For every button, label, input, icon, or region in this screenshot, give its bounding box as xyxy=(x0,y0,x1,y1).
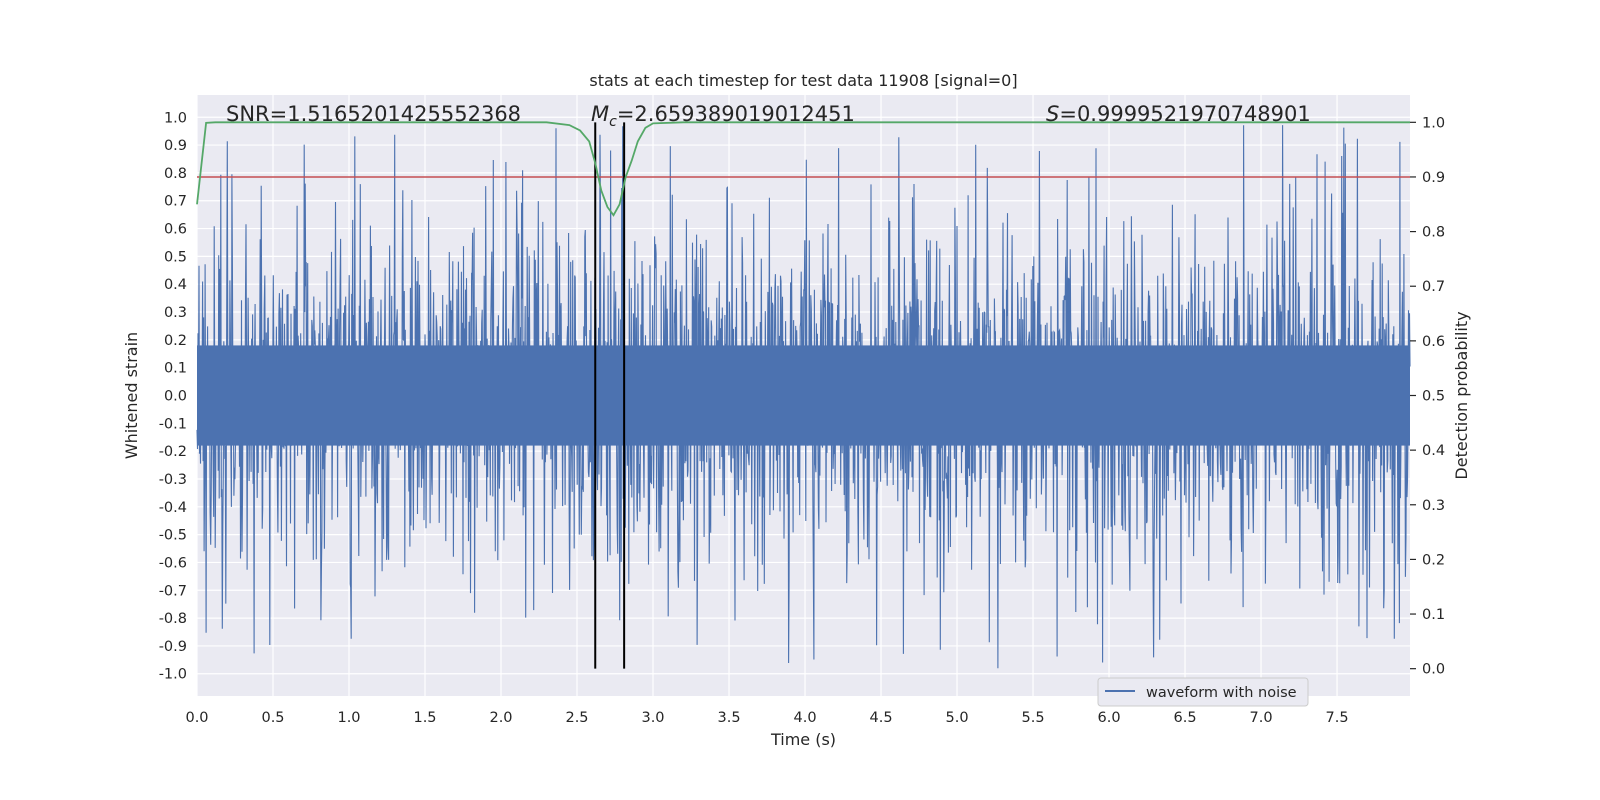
y-left-tick-label: 0.6 xyxy=(164,222,187,238)
y-left-tick-label: -0.8 xyxy=(159,611,187,627)
overlay xyxy=(196,121,1410,669)
x-tick-label: 1.5 xyxy=(413,710,436,726)
legend-label-waveform: waveform with noise xyxy=(1146,685,1297,701)
y-left-tick-label: -0.2 xyxy=(159,444,187,460)
s-symbol: S xyxy=(1046,102,1059,126)
x-tick-label: 4.0 xyxy=(793,710,816,726)
x-tick-label: 5.0 xyxy=(945,710,968,726)
chirp-mass-subscript: c xyxy=(609,114,617,130)
y-right-tick-label: 0.2 xyxy=(1422,552,1445,568)
y-left-tick-label: -0.4 xyxy=(159,500,187,516)
y-left-tick-label: 0.9 xyxy=(164,138,187,154)
y-left-tick-label: 0.2 xyxy=(164,333,187,349)
x-tick-label: 7.5 xyxy=(1326,710,1349,726)
x-tick-label: 2.5 xyxy=(565,710,588,726)
y-right-tick-label: 0.7 xyxy=(1422,279,1445,295)
x-tick-label: 6.5 xyxy=(1174,710,1197,726)
probability-line xyxy=(196,121,1410,217)
y-left-tick-label: 0.8 xyxy=(164,166,187,182)
legend-box xyxy=(1097,677,1309,707)
y-axis-left-label: Whitened strain xyxy=(122,332,141,459)
chirp-mass-annotation: Mc=2.659389019012451 xyxy=(591,102,855,130)
waveform-noise-band xyxy=(197,345,1410,446)
y-left-tick-label: 0.7 xyxy=(164,194,187,210)
snr-annotation: SNR=1.5165201425552368 xyxy=(226,102,521,126)
y-axis-left-ticks: 1.0 0.9 0.8 0.7 0.6 0.5 0.4 0.3 0.2 0.1 0.0 -0.1 -0.… xyxy=(159,110,187,682)
s-value: =0.9999521970748901 xyxy=(1059,102,1310,126)
x-axis-ticks: 0.0 0.5 1.0 1.5 2.0 2.5 3.0 3.5 4.0 4.5 5.0 5.5 6.0 6… xyxy=(185,710,1348,726)
y-left-tick-label: 0.0 xyxy=(164,389,187,405)
y-right-tick-label: 1.0 xyxy=(1422,115,1445,131)
x-tick-label: 0.5 xyxy=(261,710,284,726)
y-left-tick-label: -0.3 xyxy=(159,472,187,488)
legend: waveform with noise xyxy=(1097,677,1309,707)
y-right-tick-label: 0.0 xyxy=(1422,662,1445,678)
y-right-tick-label: 0.3 xyxy=(1422,498,1445,514)
y-left-tick-label: 0.3 xyxy=(164,305,187,321)
x-tick-label: 2.0 xyxy=(489,710,512,726)
x-tick-label: 3.5 xyxy=(717,710,740,726)
y-left-tick-label: 0.5 xyxy=(164,249,187,265)
x-tick-label: 5.5 xyxy=(1021,710,1044,726)
chart-title: stats at each timestep for test data 119… xyxy=(589,71,1017,90)
y-left-tick-label: -0.6 xyxy=(159,555,187,571)
x-tick-label: 3.0 xyxy=(641,710,664,726)
y-right-tick-label: 0.5 xyxy=(1422,389,1445,405)
x-tick-label: 0.0 xyxy=(185,710,208,726)
y-right-tick-label: 0.1 xyxy=(1422,607,1445,623)
y-right-tick-label: 0.9 xyxy=(1422,170,1445,186)
y-left-tick-label: -0.9 xyxy=(159,639,187,655)
y-left-tick-label: 0.1 xyxy=(164,361,187,377)
x-tick-label: 1.0 xyxy=(337,710,360,726)
x-tick-label: 6.0 xyxy=(1097,710,1120,726)
y-axis-right-ticks: 1.0 0.9 0.8 0.7 0.6 0.5 0.4 0.3 0.2 0.1 0.0 xyxy=(1410,115,1445,678)
y-left-tick-label: -0.7 xyxy=(159,583,187,599)
y-left-tick-label: -0.1 xyxy=(159,416,187,432)
s-annotation: S=0.9999521970748901 xyxy=(1046,102,1311,126)
y-right-tick-label: 0.6 xyxy=(1422,334,1445,350)
y-left-tick-label: -1.0 xyxy=(159,667,187,683)
x-tick-label: 7.0 xyxy=(1250,710,1273,726)
x-tick-label: 4.5 xyxy=(869,710,892,726)
y-right-tick-label: 0.8 xyxy=(1422,225,1445,241)
y-left-tick-label: -0.5 xyxy=(159,528,187,544)
x-axis-label: Time (s) xyxy=(770,730,836,749)
waveform-series xyxy=(196,125,1411,669)
y-left-tick-label: 1.0 xyxy=(164,110,187,126)
y-left-tick-label: 0.4 xyxy=(164,277,187,293)
y-axis-right-label: Detection probability xyxy=(1452,311,1471,479)
chirp-mass-symbol: M xyxy=(591,102,609,126)
chirp-mass-value: =2.659389019012451 xyxy=(617,102,855,126)
y-right-tick-label: 0.4 xyxy=(1422,443,1445,459)
